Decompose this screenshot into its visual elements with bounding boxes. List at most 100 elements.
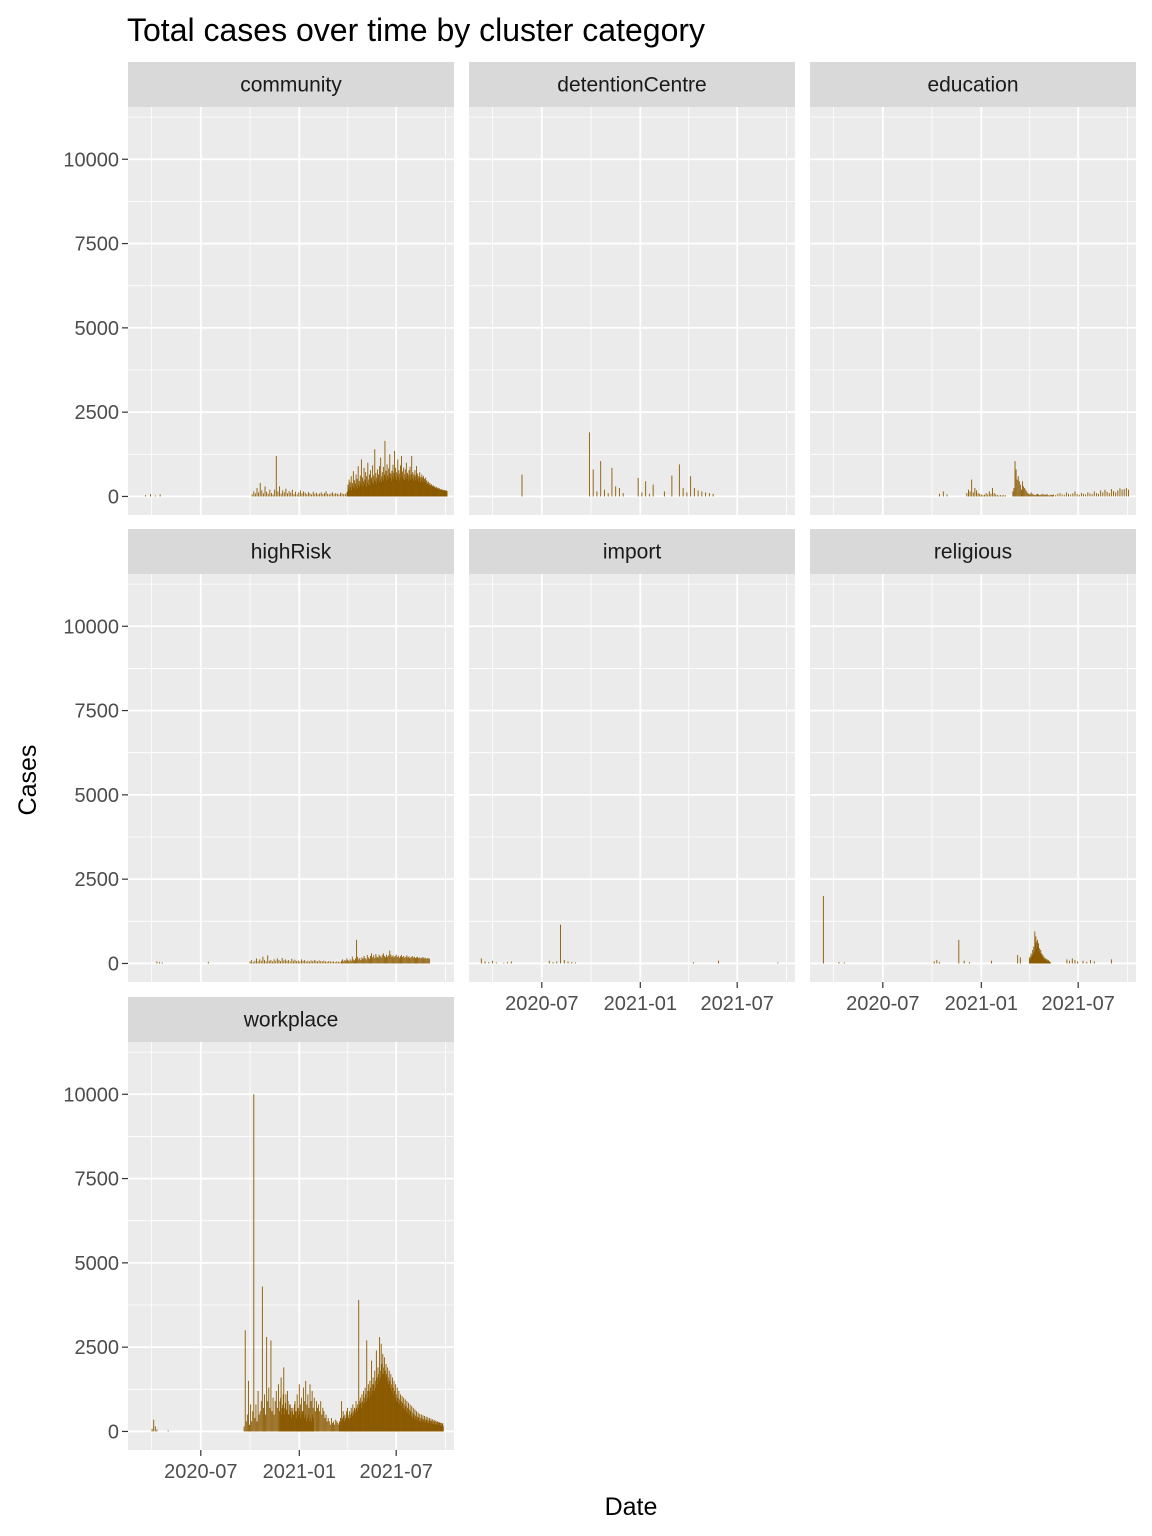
bar (304, 1401, 306, 1432)
bar (325, 961, 326, 964)
gridlines (128, 574, 454, 982)
bar (375, 1387, 377, 1432)
bar (1104, 489, 1106, 497)
bar (1086, 961, 1088, 964)
bar (1001, 495, 1003, 497)
bar (338, 494, 340, 497)
bar (416, 1411, 417, 1432)
bar (415, 958, 416, 964)
bar (323, 960, 325, 964)
bar (359, 1404, 361, 1432)
bar (416, 957, 417, 964)
bar (352, 1411, 354, 1432)
bar (1070, 494, 1072, 497)
bar (1017, 476, 1019, 497)
bar (966, 493, 968, 497)
bar (320, 961, 322, 964)
bar (319, 493, 321, 497)
bar (406, 472, 408, 497)
bar (979, 493, 981, 497)
y-tick-label: 10000 (63, 1084, 119, 1106)
bar (385, 470, 387, 497)
bar (283, 1414, 285, 1432)
bar (440, 1422, 442, 1432)
bar (408, 956, 410, 964)
bar (410, 479, 412, 497)
bar (495, 962, 497, 964)
bar (262, 493, 264, 497)
bar (265, 1414, 267, 1432)
bar (400, 465, 401, 497)
bar (360, 1402, 362, 1432)
bar (838, 962, 840, 964)
bar (414, 1409, 416, 1432)
bar (1043, 956, 1045, 964)
bar (289, 1404, 291, 1432)
bar (289, 1404, 291, 1432)
bar (368, 1390, 370, 1432)
bar (277, 491, 279, 497)
bar (413, 477, 415, 497)
bar (1095, 493, 1097, 497)
bar (1034, 943, 1036, 964)
bar (377, 1367, 379, 1432)
bar (347, 960, 349, 964)
bar (334, 962, 336, 964)
bar (492, 960, 494, 964)
bar (432, 1419, 434, 1432)
bar (337, 961, 339, 964)
bar (1015, 469, 1017, 497)
x-tick-label: 2021-07 (700, 993, 773, 1015)
bar (394, 476, 396, 497)
bar (298, 1414, 300, 1432)
bar (384, 440, 386, 497)
bar (410, 1416, 412, 1432)
bar (341, 1417, 343, 1432)
bar (333, 1421, 335, 1432)
bar (1063, 494, 1065, 497)
bar (421, 474, 423, 497)
bar (304, 492, 306, 497)
bar (1012, 491, 1014, 497)
bar (987, 494, 989, 497)
bar (588, 432, 590, 497)
bar (1038, 494, 1040, 497)
bars (145, 440, 448, 497)
bar (404, 469, 406, 497)
bar (378, 482, 380, 497)
bar (415, 1415, 416, 1432)
bar (396, 472, 398, 497)
bar (993, 493, 995, 497)
bar (408, 480, 409, 497)
facet-strip-label: import (603, 541, 662, 564)
bar (261, 1286, 263, 1432)
bar (435, 1422, 437, 1432)
bar (381, 472, 383, 497)
bar (422, 957, 424, 964)
chart-title: Total cases over time by cluster categor… (127, 12, 705, 48)
bar (404, 957, 406, 964)
bar (972, 492, 974, 497)
bar (386, 1374, 388, 1432)
bar (408, 1409, 410, 1432)
bar (281, 1414, 283, 1432)
bar (364, 1387, 366, 1432)
bar (521, 474, 523, 497)
bar (480, 958, 482, 964)
bar (1080, 493, 1082, 497)
bar (393, 478, 394, 497)
bar (355, 1401, 357, 1432)
bar (335, 493, 337, 497)
bar (297, 1407, 299, 1432)
bar (296, 494, 298, 497)
bar (503, 962, 505, 964)
bar (990, 493, 992, 497)
y-tick-label: 2500 (75, 1337, 120, 1359)
bar (420, 1414, 422, 1432)
bar (367, 957, 369, 964)
bar (371, 953, 373, 964)
bar (366, 476, 368, 497)
bar (430, 486, 432, 497)
bar (435, 488, 437, 497)
facet-detentioncentre: detentionCentre (469, 62, 795, 515)
